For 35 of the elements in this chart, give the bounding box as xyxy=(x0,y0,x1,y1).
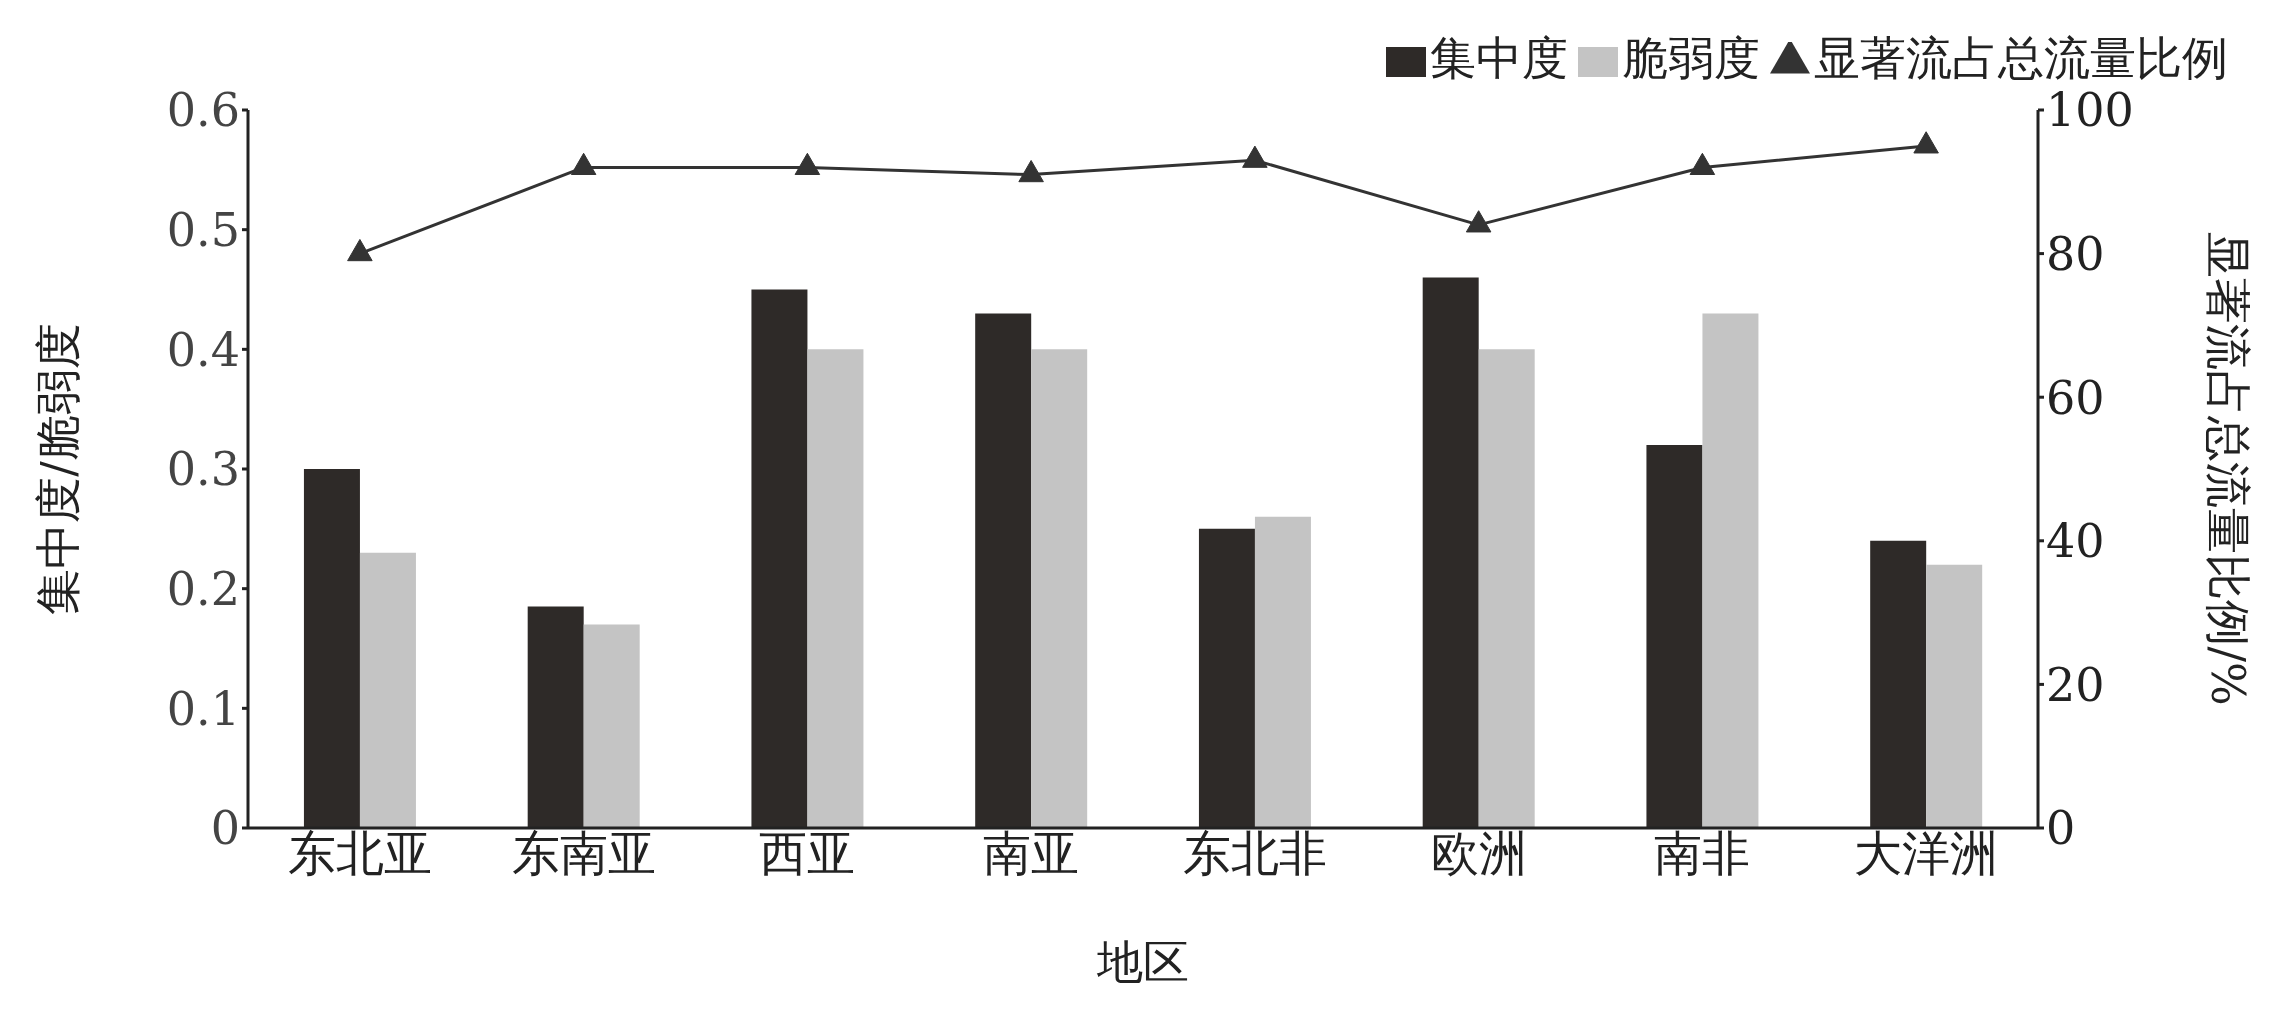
x-tick-label: 东南亚 xyxy=(511,825,656,882)
y-tick-label: 0.1 xyxy=(166,681,240,736)
bar xyxy=(583,624,640,828)
x-axis-title: 地区 xyxy=(1096,935,1189,989)
y-tick-label: 0.3 xyxy=(166,442,240,497)
y-tick-label: 0 xyxy=(210,801,240,856)
y-tick-label: 0.5 xyxy=(166,203,240,257)
bar xyxy=(1926,564,1983,828)
y2-axis-title: 显著流占总流量比例/% xyxy=(2200,232,2255,706)
bar xyxy=(1702,313,1759,828)
x-tick-label: 南非 xyxy=(1654,825,1751,882)
legend-label: 显著流占总流量比例 xyxy=(1814,31,2228,85)
x-tick-label: 西亚 xyxy=(759,825,856,882)
y-axis-title: 集中度/脆弱度 xyxy=(31,323,86,615)
bar xyxy=(1478,349,1535,828)
legend-label: 集中度 xyxy=(1430,31,1568,85)
x-tick-label: 大洋洲 xyxy=(1854,825,1999,882)
y-tick-label: 0.2 xyxy=(166,562,240,616)
y2-tick-label: 20 xyxy=(2046,657,2105,712)
x-tick-label: 东北亚 xyxy=(287,825,432,882)
bar xyxy=(1031,349,1088,828)
bar xyxy=(807,349,864,828)
x-tick-label: 南亚 xyxy=(983,825,1080,882)
y2-tick-label: 40 xyxy=(2046,514,2105,569)
y2-tick-label: 80 xyxy=(2046,226,2105,281)
x-tick-label: 欧洲 xyxy=(1430,825,1527,882)
y2-tick-label: 60 xyxy=(2046,370,2105,425)
y2-tick-label: 100 xyxy=(2046,83,2134,138)
bar xyxy=(1254,516,1311,828)
bar xyxy=(359,552,416,828)
x-tick-label: 东北非 xyxy=(1182,825,1327,882)
legend-label: 脆弱度 xyxy=(1622,31,1760,85)
y-tick-label: 0.4 xyxy=(166,322,240,377)
y2-tick-label: 0 xyxy=(2046,801,2076,856)
y-tick-label: 0.6 xyxy=(166,83,240,138)
